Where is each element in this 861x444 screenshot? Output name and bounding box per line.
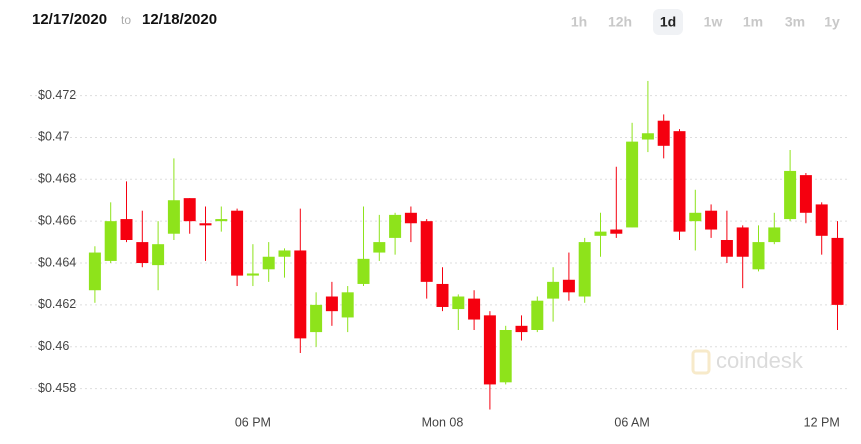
candle-body bbox=[626, 141, 639, 228]
candle-body bbox=[452, 296, 465, 310]
range-tab[interactable]: 1h bbox=[571, 14, 587, 30]
candle-body bbox=[736, 227, 749, 257]
candle-body bbox=[562, 279, 575, 293]
candle-body bbox=[120, 219, 133, 240]
candle-body bbox=[799, 175, 812, 213]
candle-body bbox=[610, 229, 623, 234]
y-tick-label: $0.464 bbox=[38, 255, 76, 269]
candle-body bbox=[104, 221, 117, 261]
candle-body bbox=[341, 292, 354, 318]
candle-body bbox=[768, 227, 781, 243]
date-from: 12/17/2020 bbox=[32, 11, 107, 28]
candle-body bbox=[420, 221, 433, 282]
y-tick-label: $0.462 bbox=[38, 297, 76, 311]
candle-body bbox=[705, 210, 718, 230]
range-tab[interactable]: 12h bbox=[608, 14, 632, 30]
candle-body bbox=[278, 250, 291, 257]
candle-body bbox=[531, 300, 544, 330]
candle-body bbox=[673, 131, 686, 232]
candle-body bbox=[752, 242, 765, 270]
candle-body bbox=[499, 330, 512, 383]
candle-body bbox=[815, 204, 828, 236]
candle-body bbox=[325, 296, 338, 312]
candle-body bbox=[784, 170, 797, 220]
x-tick-label: 06 PM bbox=[235, 415, 271, 429]
candle-body bbox=[689, 212, 702, 222]
candle-body bbox=[183, 198, 196, 222]
candle-body bbox=[641, 133, 654, 140]
candle-body bbox=[310, 304, 323, 333]
candle-body bbox=[468, 298, 481, 320]
candle-body bbox=[404, 212, 417, 224]
candle-body bbox=[373, 242, 386, 253]
y-tick-label: $0.466 bbox=[38, 213, 76, 227]
range-tab[interactable]: 3m bbox=[785, 14, 805, 30]
date-to: 12/18/2020 bbox=[142, 11, 217, 28]
candle-body bbox=[199, 223, 212, 226]
candle-body bbox=[547, 281, 560, 299]
x-tick-label: 06 AM bbox=[614, 415, 649, 429]
range-tab[interactable]: 1w bbox=[704, 14, 723, 30]
candle-body bbox=[294, 250, 307, 339]
candle-body bbox=[720, 240, 733, 257]
y-tick-label: $0.458 bbox=[38, 381, 76, 395]
candle-body bbox=[357, 258, 370, 284]
x-tick-label: 12 PM bbox=[804, 415, 840, 429]
candle-body bbox=[231, 210, 244, 276]
candle-body bbox=[578, 242, 591, 297]
candle-body bbox=[262, 256, 275, 270]
candle-body bbox=[515, 325, 528, 333]
candle-body bbox=[167, 200, 180, 234]
range-tab[interactable]: 1m bbox=[743, 14, 763, 30]
x-tick-label: Mon 08 bbox=[422, 415, 464, 429]
candle-body bbox=[152, 244, 165, 266]
watermark: coindesk bbox=[691, 348, 804, 375]
watermark-text: coindesk bbox=[716, 348, 804, 373]
candle-body bbox=[389, 214, 402, 238]
range-tab-selected-bg bbox=[653, 9, 683, 35]
y-tick-label: $0.47 bbox=[38, 130, 69, 144]
candle-body bbox=[246, 273, 259, 276]
y-tick-label: $0.46 bbox=[38, 339, 69, 353]
range-tab[interactable]: 1d bbox=[660, 14, 676, 30]
candle-body bbox=[657, 120, 670, 146]
date-separator: to bbox=[121, 13, 131, 27]
candle-body bbox=[594, 231, 607, 236]
candle-body bbox=[215, 219, 228, 222]
range-tab[interactable]: 1y bbox=[824, 14, 840, 30]
y-tick-label: $0.468 bbox=[38, 172, 76, 186]
y-tick-label: $0.472 bbox=[38, 88, 76, 102]
candle-body bbox=[483, 315, 496, 385]
candle-body bbox=[436, 283, 449, 307]
candle-body bbox=[136, 242, 149, 264]
candle-body bbox=[831, 237, 844, 305]
candle-body bbox=[88, 252, 101, 291]
